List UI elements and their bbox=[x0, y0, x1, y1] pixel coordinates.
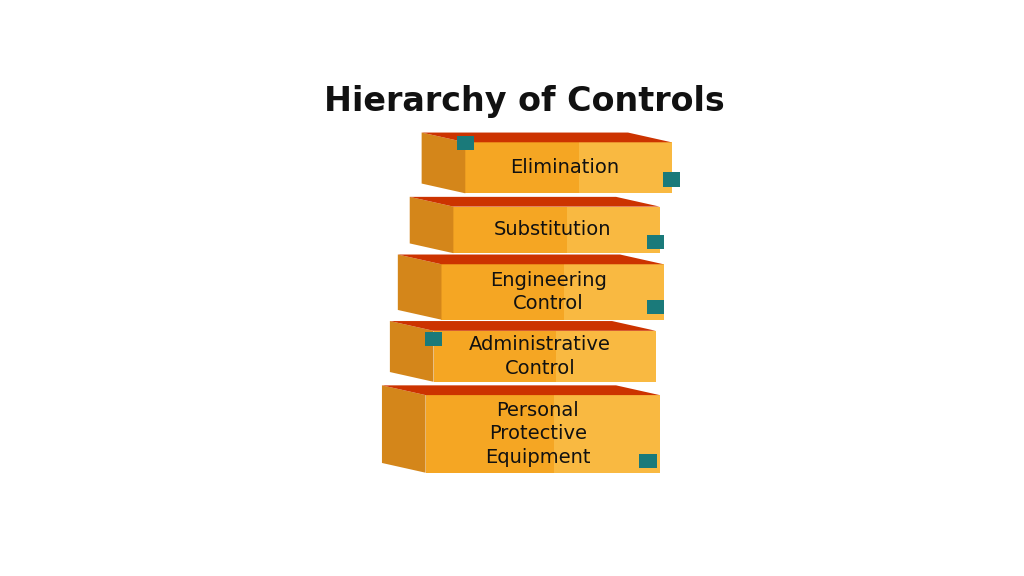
Polygon shape bbox=[639, 454, 656, 468]
Polygon shape bbox=[556, 331, 655, 382]
Polygon shape bbox=[397, 255, 664, 264]
Text: Elimination: Elimination bbox=[510, 158, 618, 177]
Polygon shape bbox=[422, 132, 465, 194]
Text: Hierarchy of Controls: Hierarchy of Controls bbox=[325, 85, 725, 118]
Text: Substitution: Substitution bbox=[494, 221, 611, 240]
Polygon shape bbox=[454, 207, 659, 253]
Polygon shape bbox=[426, 395, 659, 473]
Polygon shape bbox=[554, 395, 659, 473]
Polygon shape bbox=[563, 264, 664, 320]
Polygon shape bbox=[410, 197, 454, 253]
Text: Administrative
Control: Administrative Control bbox=[469, 335, 611, 377]
Polygon shape bbox=[390, 321, 433, 382]
Polygon shape bbox=[397, 255, 441, 320]
Polygon shape bbox=[382, 385, 426, 473]
Polygon shape bbox=[647, 234, 665, 249]
Polygon shape bbox=[425, 332, 442, 346]
Polygon shape bbox=[390, 321, 655, 331]
Polygon shape bbox=[422, 132, 672, 142]
Polygon shape bbox=[441, 264, 664, 320]
Text: Engineering
Control: Engineering Control bbox=[489, 271, 606, 313]
Polygon shape bbox=[382, 385, 659, 395]
Polygon shape bbox=[410, 197, 659, 207]
Polygon shape bbox=[567, 207, 659, 253]
Polygon shape bbox=[457, 136, 474, 150]
Polygon shape bbox=[647, 300, 665, 314]
Text: Personal
Protective
Equipment: Personal Protective Equipment bbox=[485, 401, 591, 467]
Polygon shape bbox=[433, 331, 655, 382]
Polygon shape bbox=[465, 142, 672, 194]
Polygon shape bbox=[579, 142, 672, 194]
Polygon shape bbox=[663, 172, 680, 187]
